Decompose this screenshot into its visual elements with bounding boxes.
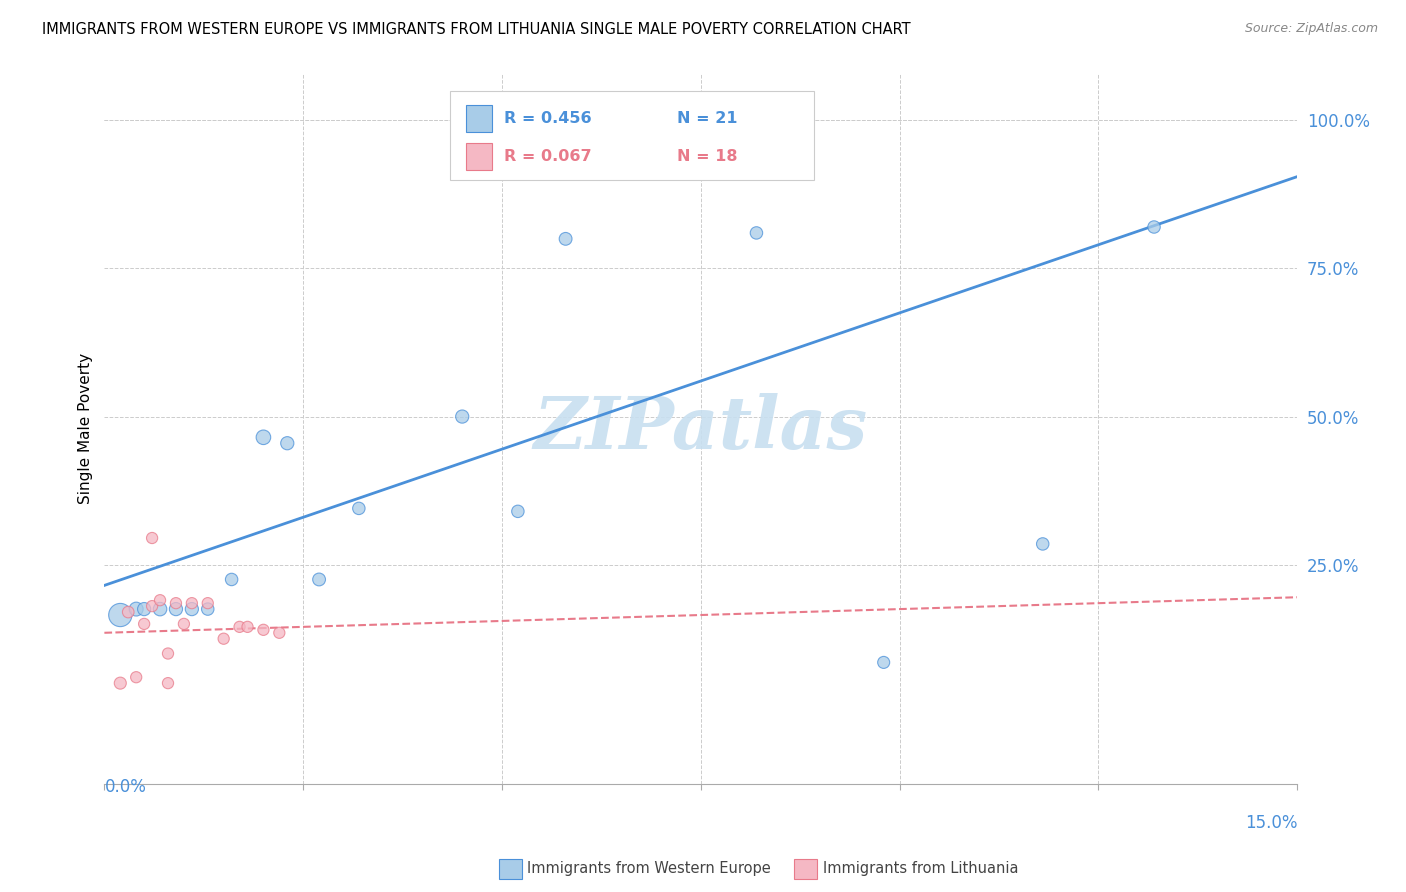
Point xyxy=(117,605,139,619)
Point xyxy=(180,602,202,616)
Point xyxy=(269,625,291,640)
Point xyxy=(228,620,250,634)
Bar xyxy=(465,105,492,132)
Text: IMMIGRANTS FROM WESTERN EUROPE VS IMMIGRANTS FROM LITHUANIA SINGLE MALE POVERTY : IMMIGRANTS FROM WESTERN EUROPE VS IMMIGR… xyxy=(42,22,911,37)
Point xyxy=(134,602,156,616)
Point xyxy=(156,647,179,661)
Point xyxy=(180,596,202,610)
Point xyxy=(451,409,474,424)
Point xyxy=(110,676,132,690)
Point xyxy=(236,620,259,634)
Text: 15.0%: 15.0% xyxy=(1244,814,1298,832)
Text: R = 0.456: R = 0.456 xyxy=(503,111,592,126)
Point xyxy=(665,125,688,139)
Point xyxy=(873,656,896,670)
Point xyxy=(276,436,298,450)
Point xyxy=(149,593,172,607)
Point xyxy=(197,602,219,616)
Point xyxy=(347,501,370,516)
Y-axis label: Single Male Poverty: Single Male Poverty xyxy=(79,353,93,504)
Text: R = 0.067: R = 0.067 xyxy=(503,148,592,163)
Point xyxy=(149,602,172,616)
Point xyxy=(125,670,148,684)
Point xyxy=(156,676,179,690)
Point xyxy=(221,573,243,587)
Point xyxy=(141,531,163,545)
Point xyxy=(308,573,330,587)
Bar xyxy=(465,143,492,169)
Point xyxy=(252,623,274,637)
Point xyxy=(1032,537,1054,551)
Point xyxy=(506,504,529,518)
Point xyxy=(134,616,156,631)
Text: Source: ZipAtlas.com: Source: ZipAtlas.com xyxy=(1244,22,1378,36)
Point xyxy=(554,232,576,246)
Point xyxy=(1143,219,1166,234)
Point xyxy=(110,607,132,622)
Text: Immigrants from Lithuania: Immigrants from Lithuania xyxy=(823,862,1018,876)
FancyBboxPatch shape xyxy=(450,91,814,179)
Point xyxy=(165,602,187,616)
Text: Immigrants from Western Europe: Immigrants from Western Europe xyxy=(527,862,770,876)
Point xyxy=(745,226,768,240)
Point xyxy=(252,430,274,444)
Point xyxy=(141,599,163,614)
Text: N = 18: N = 18 xyxy=(676,148,737,163)
Point xyxy=(173,616,195,631)
Point xyxy=(212,632,235,646)
Text: 0.0%: 0.0% xyxy=(104,778,146,796)
Point xyxy=(197,596,219,610)
Text: N = 21: N = 21 xyxy=(676,111,737,126)
Point xyxy=(595,113,617,128)
Point xyxy=(165,596,187,610)
Text: ZIPatlas: ZIPatlas xyxy=(534,392,868,464)
Point xyxy=(125,602,148,616)
